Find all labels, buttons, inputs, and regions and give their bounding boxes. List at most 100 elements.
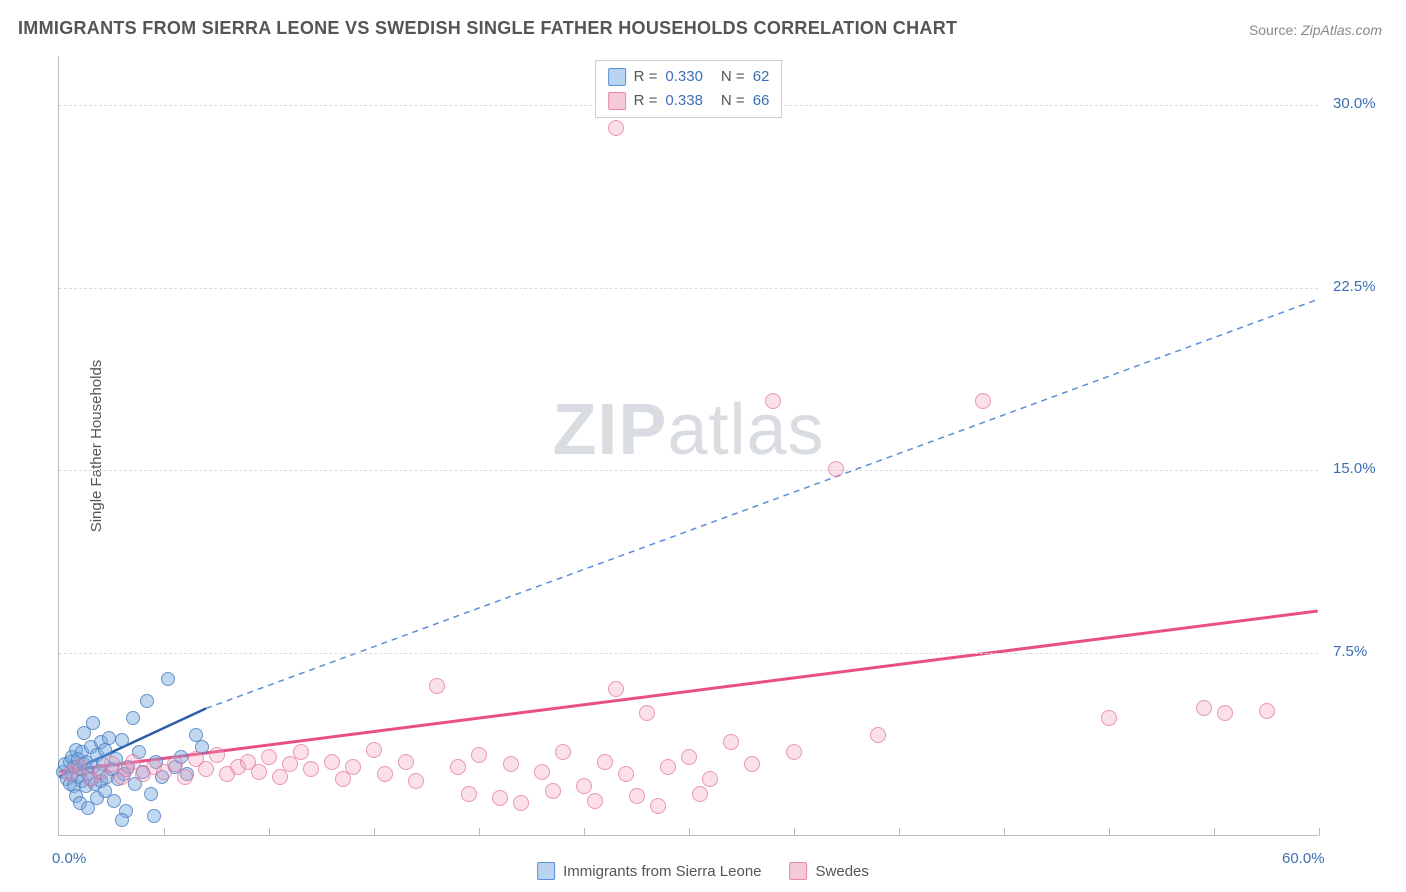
data-point-b [870,727,886,743]
gridline-h [59,470,1318,471]
data-point-b [765,393,781,409]
watermark-zip: ZIP [552,390,667,470]
data-point-b [209,747,225,763]
data-point-b [408,773,424,789]
y-tick-label: 22.5% [1333,278,1376,295]
data-point-a [79,755,93,769]
data-point-b [282,756,298,772]
x-tick [1214,828,1215,836]
legend-label-a: Immigrants from Sierra Leone [563,863,761,880]
watermark: ZIPatlas [552,389,824,471]
data-point-b [587,793,603,809]
data-point-b [118,761,134,777]
data-point-b [555,744,571,760]
source-label: Source: [1249,22,1297,38]
legend-item-a: Immigrants from Sierra Leone [537,862,761,880]
data-point-b [660,759,676,775]
data-point-a [132,745,146,759]
data-point-b [293,744,309,760]
trend-line [206,299,1318,708]
data-point-a [98,743,112,757]
data-point-b [681,749,697,765]
data-point-b [272,769,288,785]
swatch-b [608,92,626,110]
data-point-b [104,756,120,772]
x-max-label: 60.0% [1282,850,1325,867]
data-point-a [75,745,89,759]
data-point-a [144,787,158,801]
data-point-a [77,757,91,771]
data-point-a [168,760,182,774]
data-point-b [83,771,99,787]
data-point-b [471,747,487,763]
data-point-b [576,778,592,794]
data-point-b [629,788,645,804]
data-point-a [195,740,209,754]
data-point-a [63,777,77,791]
data-point-a [119,804,133,818]
data-point-b [230,759,246,775]
x-tick [479,828,480,836]
data-point-a [88,777,102,791]
data-point-b [450,759,466,775]
n-label-a: N = [721,65,745,89]
data-point-b [597,754,613,770]
trend-line [59,708,206,776]
r-value-a: 0.330 [665,65,703,89]
stats-legend: R = 0.330 N = 62 R = 0.338 N = 66 [595,60,783,118]
data-point-a [111,772,125,786]
data-point-a [81,801,95,815]
data-point-a [60,772,74,786]
gridline-h [59,653,1318,654]
y-tick-label: 15.0% [1333,460,1376,477]
data-point-a [155,770,169,784]
data-point-b [251,764,267,780]
data-point-a [84,772,98,786]
r-label-a: R = [634,65,658,89]
data-point-a [65,767,79,781]
data-point-b [608,681,624,697]
x-tick [1319,828,1320,836]
data-point-b [62,766,78,782]
data-point-a [73,762,87,776]
data-point-b [692,786,708,802]
y-tick-label: 7.5% [1333,643,1367,660]
x-tick [1109,828,1110,836]
data-point-a [84,740,98,754]
data-point-b [545,783,561,799]
data-point-a [161,672,175,686]
data-point-b [1196,700,1212,716]
data-point-b [702,771,718,787]
data-point-a [115,813,129,827]
data-point-a [100,770,114,784]
data-point-b [639,705,655,721]
data-point-a [136,765,150,779]
data-point-b [377,766,393,782]
data-point-b [1217,705,1233,721]
chart-title: IMMIGRANTS FROM SIERRA LEONE VS SWEDISH … [18,18,957,39]
x-tick [1004,828,1005,836]
data-point-a [102,731,116,745]
data-point-a [94,774,108,788]
data-point-a [189,728,203,742]
data-point-a [75,774,89,788]
stats-row-b: R = 0.338 N = 66 [608,89,770,113]
data-point-a [92,765,106,779]
data-point-a [77,726,91,740]
data-point-b [261,749,277,765]
x-tick [164,828,165,836]
data-point-a [79,779,93,793]
n-label-b: N = [721,89,745,113]
data-point-b [618,766,634,782]
swatch-a [608,68,626,86]
scatter-plot-area: ZIPatlas R = 0.330 N = 62 R = 0.338 N = … [58,56,1318,836]
data-point-a [98,784,112,798]
data-point-b [650,798,666,814]
data-point-a [126,711,140,725]
data-point-b [146,759,162,775]
data-point-b [198,761,214,777]
data-point-a [81,767,95,781]
x-tick [899,828,900,836]
legend-label-b: Swedes [816,863,869,880]
data-point-b [786,744,802,760]
